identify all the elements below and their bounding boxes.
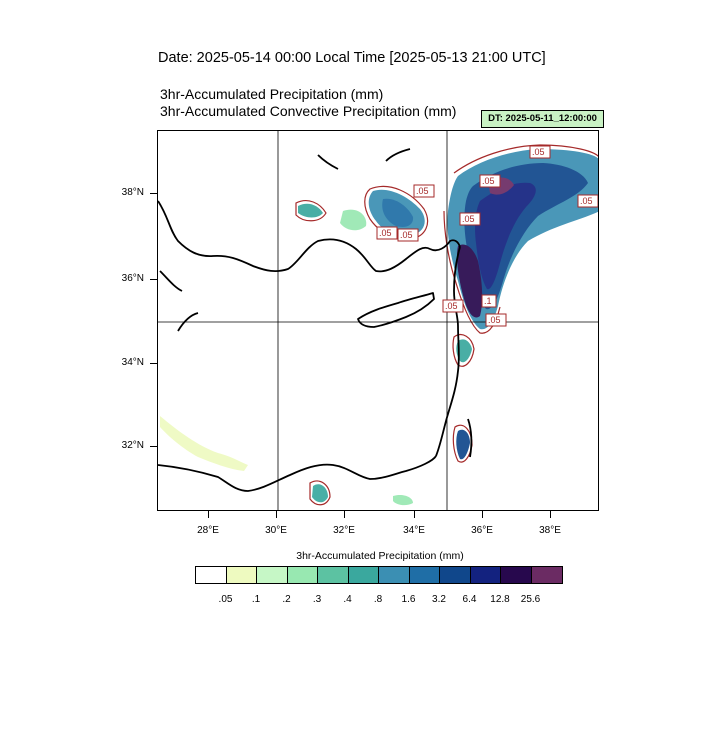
map-frame: .05 .05 .05 .05 .05 .05 .1 .05 .05 .05 <box>157 130 599 511</box>
precip-area-east-core <box>475 182 536 290</box>
precip-field <box>160 149 598 506</box>
lon-tick <box>208 511 209 518</box>
lat-label: 36°N <box>121 273 144 284</box>
contour-label: .05 <box>445 301 458 311</box>
coastlines <box>158 148 473 492</box>
lon-tick <box>482 511 483 518</box>
colorbar-swatch <box>226 567 257 583</box>
coast-cyprus <box>357 292 435 328</box>
colorbar-level-label: 12.8 <box>490 594 510 605</box>
contour-label: .05 <box>416 186 429 196</box>
colorbar-level-label: .8 <box>373 594 383 605</box>
colorbar-swatch <box>470 567 501 583</box>
lat-label: 38°N <box>121 187 144 198</box>
precip-area-levant <box>456 339 472 363</box>
colorbar-level-label: .1 <box>251 594 261 605</box>
precip-area-west <box>298 203 323 218</box>
lat-tick <box>150 446 157 447</box>
coast-islands-2 <box>159 270 183 292</box>
colorbar-swatch <box>318 567 349 583</box>
lon-tick <box>344 511 345 518</box>
coast-islands-4 <box>385 148 411 162</box>
contour-label: .05 <box>532 147 545 157</box>
colorbar-swatch <box>501 567 532 583</box>
colorbar-level-label: .05 <box>218 594 233 605</box>
lon-label: 34°E <box>403 525 425 536</box>
colorbar-swatch <box>287 567 318 583</box>
lon-label: 30°E <box>265 525 287 536</box>
lat-tick <box>150 193 157 194</box>
coast-dead-sea <box>467 418 473 458</box>
colorbar-level-label: 1.6 <box>401 594 416 605</box>
colorbar-level-label: .3 <box>312 594 322 605</box>
lat-tick <box>150 363 157 364</box>
colorbar-level-label: .4 <box>343 594 352 605</box>
lon-label: 36°E <box>471 525 493 536</box>
colorbar-level-label: .2 <box>282 594 291 605</box>
coast-islands-3 <box>317 154 339 170</box>
precip-area-east-peak <box>456 244 483 318</box>
lat-label: 34°N <box>121 357 144 368</box>
lon-label: 28°E <box>197 525 219 536</box>
colorbar-level-label: 3.2 <box>432 594 446 605</box>
colorbar-swatch <box>531 567 562 583</box>
lat-label: 32°N <box>121 440 144 451</box>
contour-label: .1 <box>484 296 492 306</box>
contour-label: .05 <box>488 315 501 325</box>
contour-label: .05 <box>482 176 495 186</box>
precip-area-negev <box>456 429 470 460</box>
colorbar-swatch <box>440 567 471 583</box>
map-canvas: .05 .05 .05 .05 .05 .05 .1 .05 .05 .05 <box>158 131 598 510</box>
colorbar-swatch <box>196 567 227 583</box>
dt-badge: DT: 2025-05-11_12:00:00 <box>481 110 604 128</box>
gridlines <box>158 131 598 510</box>
contour-label: .05 <box>580 196 593 206</box>
precip-area-aegean-light <box>340 209 367 231</box>
precip-area-egypt <box>160 416 248 471</box>
coast-levant <box>435 246 461 457</box>
colorbar <box>195 566 563 584</box>
coast-anatolia <box>158 200 461 273</box>
contour-label: .05 <box>462 214 475 224</box>
colorbar-swatch <box>379 567 410 583</box>
contour-label: .05 <box>400 230 413 240</box>
coast-islands-1 <box>177 312 199 332</box>
colorbar-title: 3hr-Accumulated Precipitation (mm) <box>296 550 464 562</box>
precip-area-aegean-inner <box>382 198 414 227</box>
precip-title: 3hr-Accumulated Precipitation (mm) <box>160 86 384 102</box>
contour-label: .05 <box>379 228 392 238</box>
colorbar-swatch <box>409 567 440 583</box>
contour-label-boxes: .05 .05 .05 .05 .05 .05 .1 .05 .05 .05 <box>376 145 598 327</box>
precip-area-sinai2 <box>393 494 413 506</box>
lon-label: 32°E <box>333 525 355 536</box>
lon-label: 38°E <box>539 525 561 536</box>
convective-precip-title: 3hr-Accumulated Convective Precipitation… <box>160 103 457 119</box>
colorbar-level-label: 6.4 <box>462 594 477 605</box>
colorbar-level-label: 25.6 <box>520 594 541 605</box>
coast-egypt <box>158 455 437 492</box>
lon-tick <box>414 511 415 518</box>
lon-tick <box>276 511 277 518</box>
colorbar-swatch <box>257 567 288 583</box>
date-line: Date: 2025-05-14 00:00 Local Time [2025-… <box>158 50 546 66</box>
colorbar-swatch <box>348 567 379 583</box>
lon-tick <box>550 511 551 518</box>
lat-tick <box>150 279 157 280</box>
precip-area-sinai <box>312 484 328 503</box>
